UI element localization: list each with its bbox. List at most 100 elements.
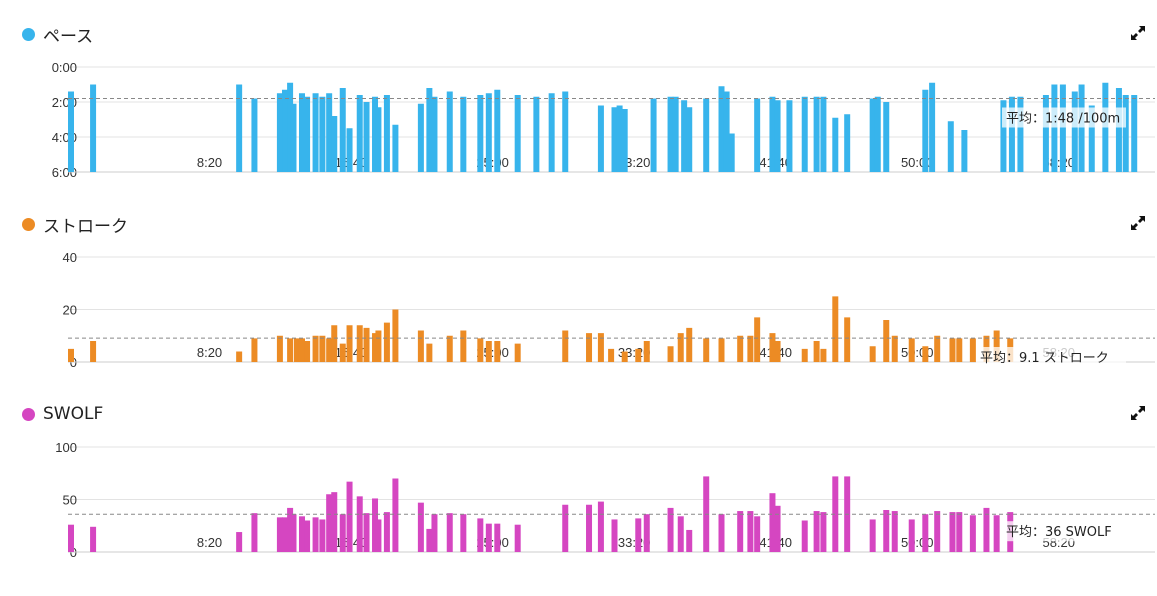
x-tick-label: 25:00: [476, 155, 509, 170]
bar: [616, 105, 623, 172]
bar: [908, 519, 915, 552]
bar: [922, 346, 929, 362]
bar: [392, 124, 399, 172]
bar: [801, 96, 808, 172]
bar: [983, 507, 990, 552]
bar: [236, 351, 243, 362]
bar: [304, 520, 311, 552]
pace-expand-button[interactable]: [1129, 24, 1147, 42]
bar: [251, 513, 258, 552]
bar: [956, 338, 963, 362]
bar: [363, 327, 370, 362]
bar: [460, 96, 467, 172]
bar: [993, 515, 1000, 552]
bar: [737, 335, 744, 362]
x-tick-label: 58:20: [1042, 155, 1075, 170]
bar: [621, 109, 628, 172]
bar: [650, 98, 657, 172]
bar: [681, 100, 688, 172]
y-tick-label: 100: [55, 440, 77, 455]
bar: [813, 511, 820, 552]
bar: [426, 528, 433, 552]
bar: [287, 507, 294, 552]
bar: [608, 348, 615, 362]
bar: [686, 529, 693, 552]
bar: [485, 93, 492, 172]
swolf-chart: 0501008:2016:4025:0033:2041:4050:0058:20…: [55, 440, 1155, 560]
bar: [514, 524, 521, 552]
bar: [754, 516, 761, 552]
bar: [312, 335, 319, 362]
bar: [1000, 100, 1007, 172]
bar: [339, 514, 346, 552]
y-tick-label: 20: [63, 303, 77, 318]
bar: [356, 325, 363, 362]
bar: [703, 338, 710, 362]
bar: [869, 519, 876, 552]
bar: [363, 102, 370, 172]
bar: [326, 494, 333, 552]
bar: [813, 96, 820, 172]
bar: [251, 98, 258, 172]
bar: [346, 481, 353, 552]
bar: [586, 333, 593, 362]
bar: [339, 343, 346, 362]
bar: [460, 514, 467, 552]
bar: [356, 95, 363, 172]
bar: [667, 346, 674, 362]
pace-panel: ペース: [0, 22, 1157, 182]
bar: [703, 98, 710, 172]
bar: [820, 348, 827, 362]
bar: [326, 338, 333, 362]
bar: [1071, 91, 1078, 172]
bar: [686, 107, 693, 172]
x-tick-label: 25:00: [476, 535, 509, 550]
bar: [326, 93, 333, 172]
bar: [677, 516, 684, 552]
bar: [891, 335, 898, 362]
bar: [672, 96, 679, 172]
bar: [883, 510, 890, 552]
x-tick-label: 8:20: [197, 345, 222, 360]
bar: [276, 93, 283, 172]
bar: [747, 511, 754, 552]
bar: [718, 338, 725, 362]
expand-arrows-icon: [1131, 216, 1145, 230]
bar: [1051, 84, 1058, 172]
bar: [282, 89, 289, 172]
bar: [485, 341, 492, 362]
bar: [236, 532, 243, 552]
bar: [90, 84, 97, 172]
stroke-expand-button[interactable]: [1129, 214, 1147, 232]
bar: [312, 93, 319, 172]
bar: [477, 95, 484, 172]
bar: [922, 514, 929, 552]
swolf-expand-button[interactable]: [1129, 404, 1147, 422]
bar: [477, 518, 484, 552]
bar: [718, 86, 725, 172]
bar: [737, 511, 744, 552]
bar: [956, 512, 963, 552]
bar: [754, 317, 761, 362]
stroke-legend-dot: [22, 217, 35, 231]
bar: [993, 330, 1000, 362]
bar: [949, 512, 956, 552]
bar: [68, 524, 74, 552]
bar: [723, 91, 730, 172]
bar: [754, 98, 761, 172]
bar: [494, 89, 501, 172]
pace-header: ペース: [22, 22, 93, 47]
swolf-legend-dot: [22, 407, 35, 421]
bar: [562, 330, 569, 362]
bar: [621, 351, 628, 362]
bar: [969, 515, 976, 552]
bar: [287, 338, 294, 362]
bar: [514, 343, 521, 362]
bar: [304, 96, 311, 172]
bar: [363, 513, 370, 552]
bar: [961, 130, 968, 172]
bar: [375, 330, 382, 362]
bar: [1017, 96, 1024, 172]
bar: [801, 348, 808, 362]
bar: [677, 333, 684, 362]
